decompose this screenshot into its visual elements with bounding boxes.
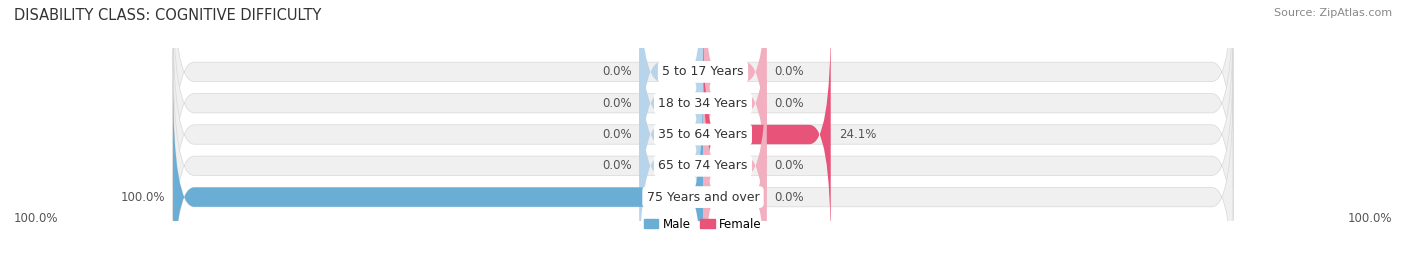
Text: 0.0%: 0.0% — [775, 65, 804, 78]
FancyBboxPatch shape — [173, 82, 1233, 269]
FancyBboxPatch shape — [173, 19, 1233, 250]
FancyBboxPatch shape — [703, 0, 766, 219]
FancyBboxPatch shape — [173, 0, 1233, 187]
Text: 5 to 17 Years: 5 to 17 Years — [662, 65, 744, 78]
Text: 0.0%: 0.0% — [775, 191, 804, 204]
FancyBboxPatch shape — [640, 0, 703, 187]
Text: 100.0%: 100.0% — [121, 191, 165, 204]
Text: 0.0%: 0.0% — [602, 65, 631, 78]
Text: 24.1%: 24.1% — [838, 128, 876, 141]
FancyBboxPatch shape — [173, 50, 1233, 269]
Text: 0.0%: 0.0% — [775, 159, 804, 172]
Text: 0.0%: 0.0% — [775, 97, 804, 110]
Text: 75 Years and over: 75 Years and over — [647, 191, 759, 204]
Text: 100.0%: 100.0% — [1347, 212, 1392, 225]
FancyBboxPatch shape — [640, 19, 703, 250]
Text: 65 to 74 Years: 65 to 74 Years — [658, 159, 748, 172]
Text: 0.0%: 0.0% — [602, 159, 631, 172]
FancyBboxPatch shape — [173, 0, 1233, 219]
FancyBboxPatch shape — [703, 82, 766, 269]
Text: 0.0%: 0.0% — [602, 97, 631, 110]
FancyBboxPatch shape — [703, 19, 831, 250]
FancyBboxPatch shape — [703, 50, 766, 269]
FancyBboxPatch shape — [640, 0, 703, 219]
FancyBboxPatch shape — [173, 82, 703, 269]
Legend: Male, Female: Male, Female — [640, 213, 766, 235]
Text: 35 to 64 Years: 35 to 64 Years — [658, 128, 748, 141]
FancyBboxPatch shape — [640, 50, 703, 269]
Text: 100.0%: 100.0% — [14, 212, 59, 225]
Text: Source: ZipAtlas.com: Source: ZipAtlas.com — [1274, 8, 1392, 18]
Text: 0.0%: 0.0% — [602, 128, 631, 141]
Text: DISABILITY CLASS: COGNITIVE DIFFICULTY: DISABILITY CLASS: COGNITIVE DIFFICULTY — [14, 8, 322, 23]
FancyBboxPatch shape — [703, 0, 766, 187]
Text: 18 to 34 Years: 18 to 34 Years — [658, 97, 748, 110]
